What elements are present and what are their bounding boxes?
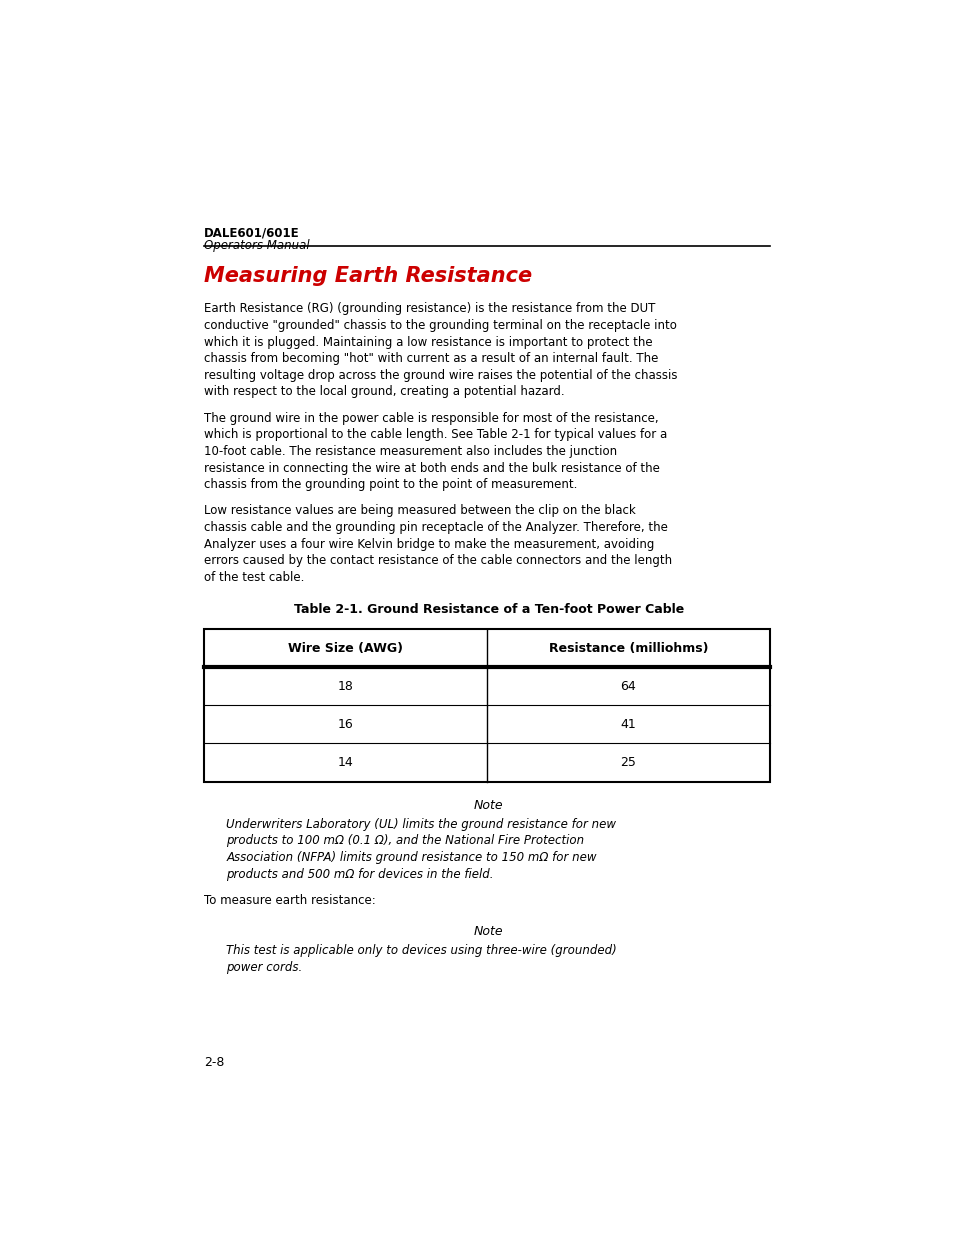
Text: Analyzer uses a four wire Kelvin bridge to make the measurement, avoiding: Analyzer uses a four wire Kelvin bridge … [204,537,654,551]
Text: Table 2-1. Ground Resistance of a Ten-foot Power Cable: Table 2-1. Ground Resistance of a Ten-fo… [294,603,683,616]
Text: Low resistance values are being measured between the clip on the black: Low resistance values are being measured… [204,504,636,517]
Text: Underwriters Laboratory (UL) limits the ground resistance for new: Underwriters Laboratory (UL) limits the … [226,818,616,831]
Text: chassis from the grounding point to the point of measurement.: chassis from the grounding point to the … [204,478,578,492]
Text: which is proportional to the cable length. See Table 2-1 for typical values for : which is proportional to the cable lengt… [204,429,667,441]
Text: products to 100 mΩ (0.1 Ω), and the National Fire Protection: products to 100 mΩ (0.1 Ω), and the Nati… [226,835,584,847]
Text: resulting voltage drop across the ground wire raises the potential of the chassi: resulting voltage drop across the ground… [204,369,677,382]
Text: conductive "grounded" chassis to the grounding terminal on the receptacle into: conductive "grounded" chassis to the gro… [204,319,677,332]
Bar [204,630,769,782]
Text: of the test cable.: of the test cable. [204,571,304,584]
Text: Measuring Earth Resistance: Measuring Earth Resistance [204,266,532,287]
Text: 18: 18 [337,680,354,693]
Text: Earth Resistance (RG) (grounding resistance) is the resistance from the DUT: Earth Resistance (RG) (grounding resista… [204,303,655,315]
Text: 14: 14 [337,756,354,769]
Text: Note: Note [474,799,503,811]
Text: 41: 41 [620,718,636,731]
Text: Association (NFPA) limits ground resistance to 150 mΩ for new: Association (NFPA) limits ground resista… [226,851,597,864]
Text: 10-foot cable. The resistance measurement also includes the junction: 10-foot cable. The resistance measuremen… [204,445,617,458]
Text: Note: Note [474,925,503,939]
Text: products and 500 mΩ for devices in the field.: products and 500 mΩ for devices in the f… [226,868,494,881]
Text: Operators Manual: Operators Manual [204,238,310,252]
Text: which it is plugged. Maintaining a low resistance is important to protect the: which it is plugged. Maintaining a low r… [204,336,652,348]
Text: chassis from becoming "hot" with current as a result of an internal fault. The: chassis from becoming "hot" with current… [204,352,658,366]
Text: This test is applicable only to devices using three-wire (grounded): This test is applicable only to devices … [226,944,617,957]
Text: DALE601/601E: DALE601/601E [204,226,299,240]
Text: errors caused by the contact resistance of the cable connectors and the length: errors caused by the contact resistance … [204,555,672,567]
Text: To measure earth resistance:: To measure earth resistance: [204,894,375,906]
Text: resistance in connecting the wire at both ends and the bulk resistance of the: resistance in connecting the wire at bot… [204,462,659,474]
Text: Wire Size (AWG): Wire Size (AWG) [288,642,403,655]
Text: power cords.: power cords. [226,961,302,973]
Text: Resistance (milliohms): Resistance (milliohms) [548,642,707,655]
Text: 25: 25 [619,756,636,769]
Text: 64: 64 [620,680,636,693]
Text: The ground wire in the power cable is responsible for most of the resistance,: The ground wire in the power cable is re… [204,411,659,425]
Text: 2-8: 2-8 [204,1056,224,1068]
Text: with respect to the local ground, creating a potential hazard.: with respect to the local ground, creati… [204,385,564,399]
Text: 16: 16 [337,718,354,731]
Text: chassis cable and the grounding pin receptacle of the Analyzer. Therefore, the: chassis cable and the grounding pin rece… [204,521,667,534]
